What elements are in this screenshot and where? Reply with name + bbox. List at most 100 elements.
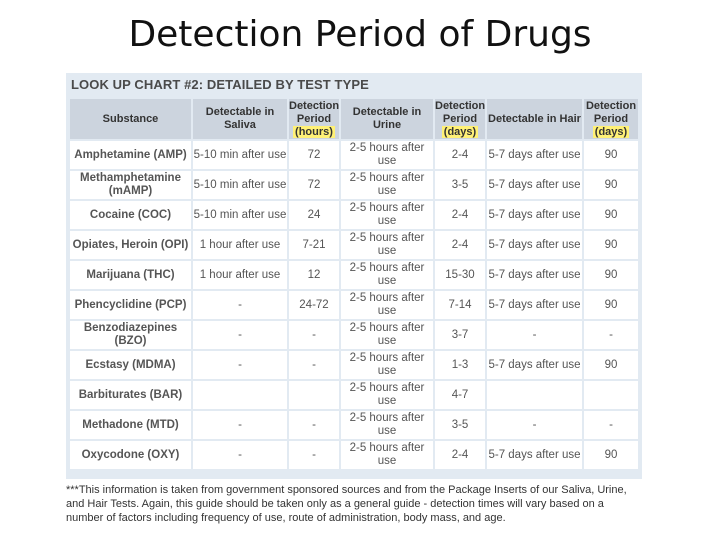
cell-hair-period: -: [584, 321, 638, 349]
cell-substance: Opiates, Heroin (OPI): [70, 231, 191, 259]
cell-saliva-period: [289, 381, 339, 409]
cell-hair: -: [487, 321, 582, 349]
cell-hair: 5-7 days after use: [487, 351, 582, 379]
table-row: Marijuana (THC) 1 hour after use 12 2-5 hou…: [70, 261, 638, 289]
cell-saliva: 1 hour after use: [193, 261, 287, 289]
cell-hair-period: [584, 381, 638, 409]
cell-hair: 5-7 days after use: [487, 291, 582, 319]
cell-substance: Phencyclidine (PCP): [70, 291, 191, 319]
cell-saliva: 5-10 min after use: [193, 201, 287, 229]
cell-saliva: 1 hour after use: [193, 231, 287, 259]
header-saliva-period-unit: (hours): [293, 125, 335, 138]
cell-hair-period: 90: [584, 171, 638, 199]
table-row: Barbiturates (BAR) 2-5 hours after use 4-7: [70, 381, 638, 409]
cell-urine-period: 2-4: [435, 201, 485, 229]
header-urine-period: Detection Period (days): [435, 99, 485, 139]
cell-substance: Oxycodone (OXY): [70, 441, 191, 469]
cell-urine: 2-5 hours after use: [341, 231, 433, 259]
cell-substance: Amphetamine (AMP): [70, 141, 191, 169]
cell-hair-period: 90: [584, 291, 638, 319]
header-hair-period: Detection Period (days): [584, 99, 638, 139]
cell-urine-period: 3-5: [435, 411, 485, 439]
cell-saliva-period: -: [289, 411, 339, 439]
cell-urine-period: 2-4: [435, 441, 485, 469]
header-hair-period-label: Detection Period: [585, 99, 637, 125]
detection-table: Substance Detectable in Saliva Detection…: [68, 97, 640, 471]
cell-hair: 5-7 days after use: [487, 261, 582, 289]
cell-saliva-period: 12: [289, 261, 339, 289]
cell-urine: 2-5 hours after use: [341, 411, 433, 439]
header-hair-period-unit: (days): [592, 125, 630, 138]
cell-substance: Methadone (MTD): [70, 411, 191, 439]
cell-hair-period: 90: [584, 201, 638, 229]
cell-urine: 2-5 hours after use: [341, 171, 433, 199]
cell-urine: 2-5 hours after use: [341, 351, 433, 379]
cell-saliva-period: 24: [289, 201, 339, 229]
table-row: Amphetamine (AMP) 5-10 min after use 72 2-5…: [70, 141, 638, 169]
table-row: Ecstasy (MDMA) - -2-5 hours after use 1-3 5-…: [70, 351, 638, 379]
header-urine-period-unit: (days): [441, 125, 479, 138]
cell-saliva: 5-10 min after use: [193, 141, 287, 169]
cell-hair-period: 90: [584, 141, 638, 169]
cell-urine-period: 2-4: [435, 141, 485, 169]
cell-hair-period: 90: [584, 441, 638, 469]
table-row: Methamphetamine (mAMP) 5-10 min after use…: [70, 171, 638, 199]
header-saliva-period: Detection Period (hours): [289, 99, 339, 139]
cell-saliva: -: [193, 411, 287, 439]
cell-hair: [487, 381, 582, 409]
cell-urine-period: 4-7: [435, 381, 485, 409]
cell-saliva: -: [193, 291, 287, 319]
header-hair: Detectable in Hair: [487, 99, 582, 139]
cell-hair-period: 90: [584, 351, 638, 379]
table-row: Methadone (MTD) - -2-5 hours after use 3-5-…: [70, 411, 638, 439]
cell-urine-period: 15-30: [435, 261, 485, 289]
cell-urine: 2-5 hours after use: [341, 201, 433, 229]
header-urine: Detectable in Urine: [341, 99, 433, 139]
cell-saliva-period: 72: [289, 141, 339, 169]
cell-substance: Methamphetamine (mAMP): [70, 171, 191, 199]
header-saliva-period-label: Detection Period: [289, 99, 339, 125]
cell-urine: 2-5 hours after use: [341, 291, 433, 319]
cell-hair: 5-7 days after use: [487, 231, 582, 259]
cell-urine: 2-5 hours after use: [341, 441, 433, 469]
header-saliva: Detectable in Saliva: [193, 99, 287, 139]
cell-urine: 2-5 hours after use: [341, 261, 433, 289]
cell-urine: 2-5 hours after use: [341, 321, 433, 349]
table-row: Cocaine (COC) 5-10 min after use 24 2-5 hou…: [70, 201, 638, 229]
cell-saliva: -: [193, 321, 287, 349]
cell-saliva: -: [193, 351, 287, 379]
cell-saliva-period: -: [289, 351, 339, 379]
cell-saliva-period: 7-21: [289, 231, 339, 259]
cell-saliva: 5-10 min after use: [193, 171, 287, 199]
header-urine-period-label: Detection Period: [435, 99, 485, 125]
cell-substance: Ecstasy (MDMA): [70, 351, 191, 379]
cell-hair: 5-7 days after use: [487, 141, 582, 169]
table-row: Opiates, Heroin (OPI) 1 hour after use 7-2…: [70, 231, 638, 259]
cell-urine-period: 3-7: [435, 321, 485, 349]
table-row: Benzodiazepines (BZO) - -2-5 hours after u…: [70, 321, 638, 349]
cell-hair: 5-7 days after use: [487, 201, 582, 229]
table-row: Oxycodone (OXY) - -2-5 hours after use 2-4 5…: [70, 441, 638, 469]
cell-substance: Barbiturates (BAR): [70, 381, 191, 409]
chart-heading: LOOK UP CHART #2: DETAILED BY TEST TYPE: [71, 77, 369, 92]
slide-title: Detection Period of Drugs: [128, 14, 592, 55]
cell-hair-period: 90: [584, 261, 638, 289]
cell-hair-period: 90: [584, 231, 638, 259]
cell-urine-period: 3-5: [435, 171, 485, 199]
footnote: ***This information is taken from govern…: [66, 484, 627, 524]
cell-saliva-period: 24-72: [289, 291, 339, 319]
header-row: Substance Detectable in Saliva Detection…: [70, 99, 638, 139]
cell-saliva: -: [193, 441, 287, 469]
cell-hair: -: [487, 411, 582, 439]
cell-saliva-period: 72: [289, 171, 339, 199]
cell-urine-period: 7-14: [435, 291, 485, 319]
cell-urine-period: 1-3: [435, 351, 485, 379]
cell-urine: 2-5 hours after use: [341, 141, 433, 169]
cell-urine: 2-5 hours after use: [341, 381, 433, 409]
cell-hair: 5-7 days after use: [487, 441, 582, 469]
cell-substance: Marijuana (THC): [70, 261, 191, 289]
table-row: Phencyclidine (PCP) -24-72 2-5 hours after…: [70, 291, 638, 319]
lookup-chart-panel: LOOK UP CHART #2: DETAILED BY TEST TYPE …: [66, 73, 642, 479]
cell-saliva-period: -: [289, 441, 339, 469]
cell-substance: Cocaine (COC): [70, 201, 191, 229]
